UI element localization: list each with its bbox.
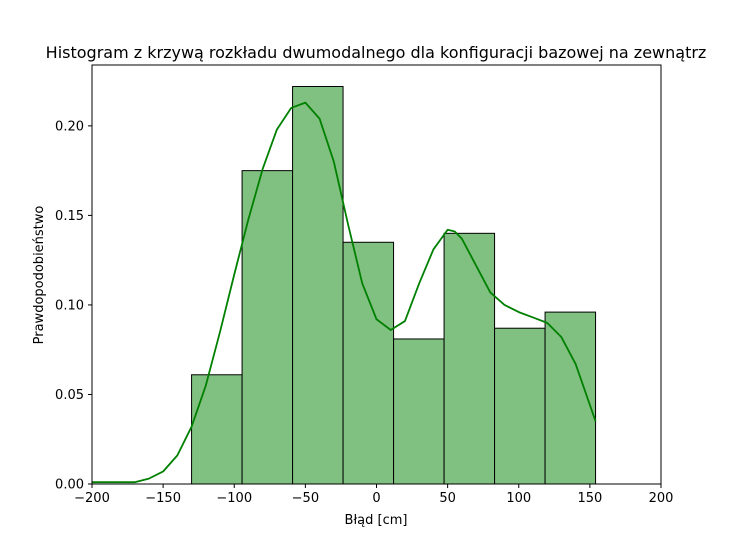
y-tick-label: 0.00: [55, 478, 84, 493]
y-tick-label: 0.05: [55, 388, 84, 403]
x-axis: −200 −150 −100 −50 0 50 100 150 200: [74, 484, 673, 506]
y-tick-label: 0.15: [55, 209, 84, 224]
chart-title: Histogram z krzywą rozkładu dwumodalnego…: [46, 43, 707, 62]
density-curve-layer: [92, 101, 597, 484]
histogram-bar-5: [393, 338, 445, 485]
x-tick-label: 150: [577, 491, 602, 506]
x-tick-label: −50: [292, 491, 319, 506]
y-axis-label: Prawdopodobieństwo: [32, 206, 47, 345]
y-tick-label: 0.10: [55, 298, 84, 313]
histogram-bar-1: [191, 374, 243, 485]
x-tick-label: 200: [649, 491, 674, 506]
histogram-bars: [191, 85, 597, 485]
y-tick-label: 0.20: [55, 119, 84, 134]
density-curve: [92, 101, 597, 484]
x-axis-label: Błąd [cm]: [345, 513, 408, 528]
y-axis: 0.00 0.05 0.10 0.15 0.20: [55, 119, 92, 493]
histogram-bar-2: [241, 170, 294, 485]
x-tick-label: −200: [74, 491, 110, 506]
x-tick-label: −150: [145, 491, 181, 506]
histogram-bar-6: [443, 232, 496, 485]
x-tick-label: 100: [506, 491, 531, 506]
x-tick-label: 50: [439, 491, 456, 506]
x-tick-label: −100: [216, 491, 252, 506]
histogram-bar-3: [292, 85, 344, 485]
histogram-bar-7: [494, 327, 546, 485]
x-tick-label: 0: [372, 491, 380, 506]
histogram-bar-4: [342, 241, 395, 485]
